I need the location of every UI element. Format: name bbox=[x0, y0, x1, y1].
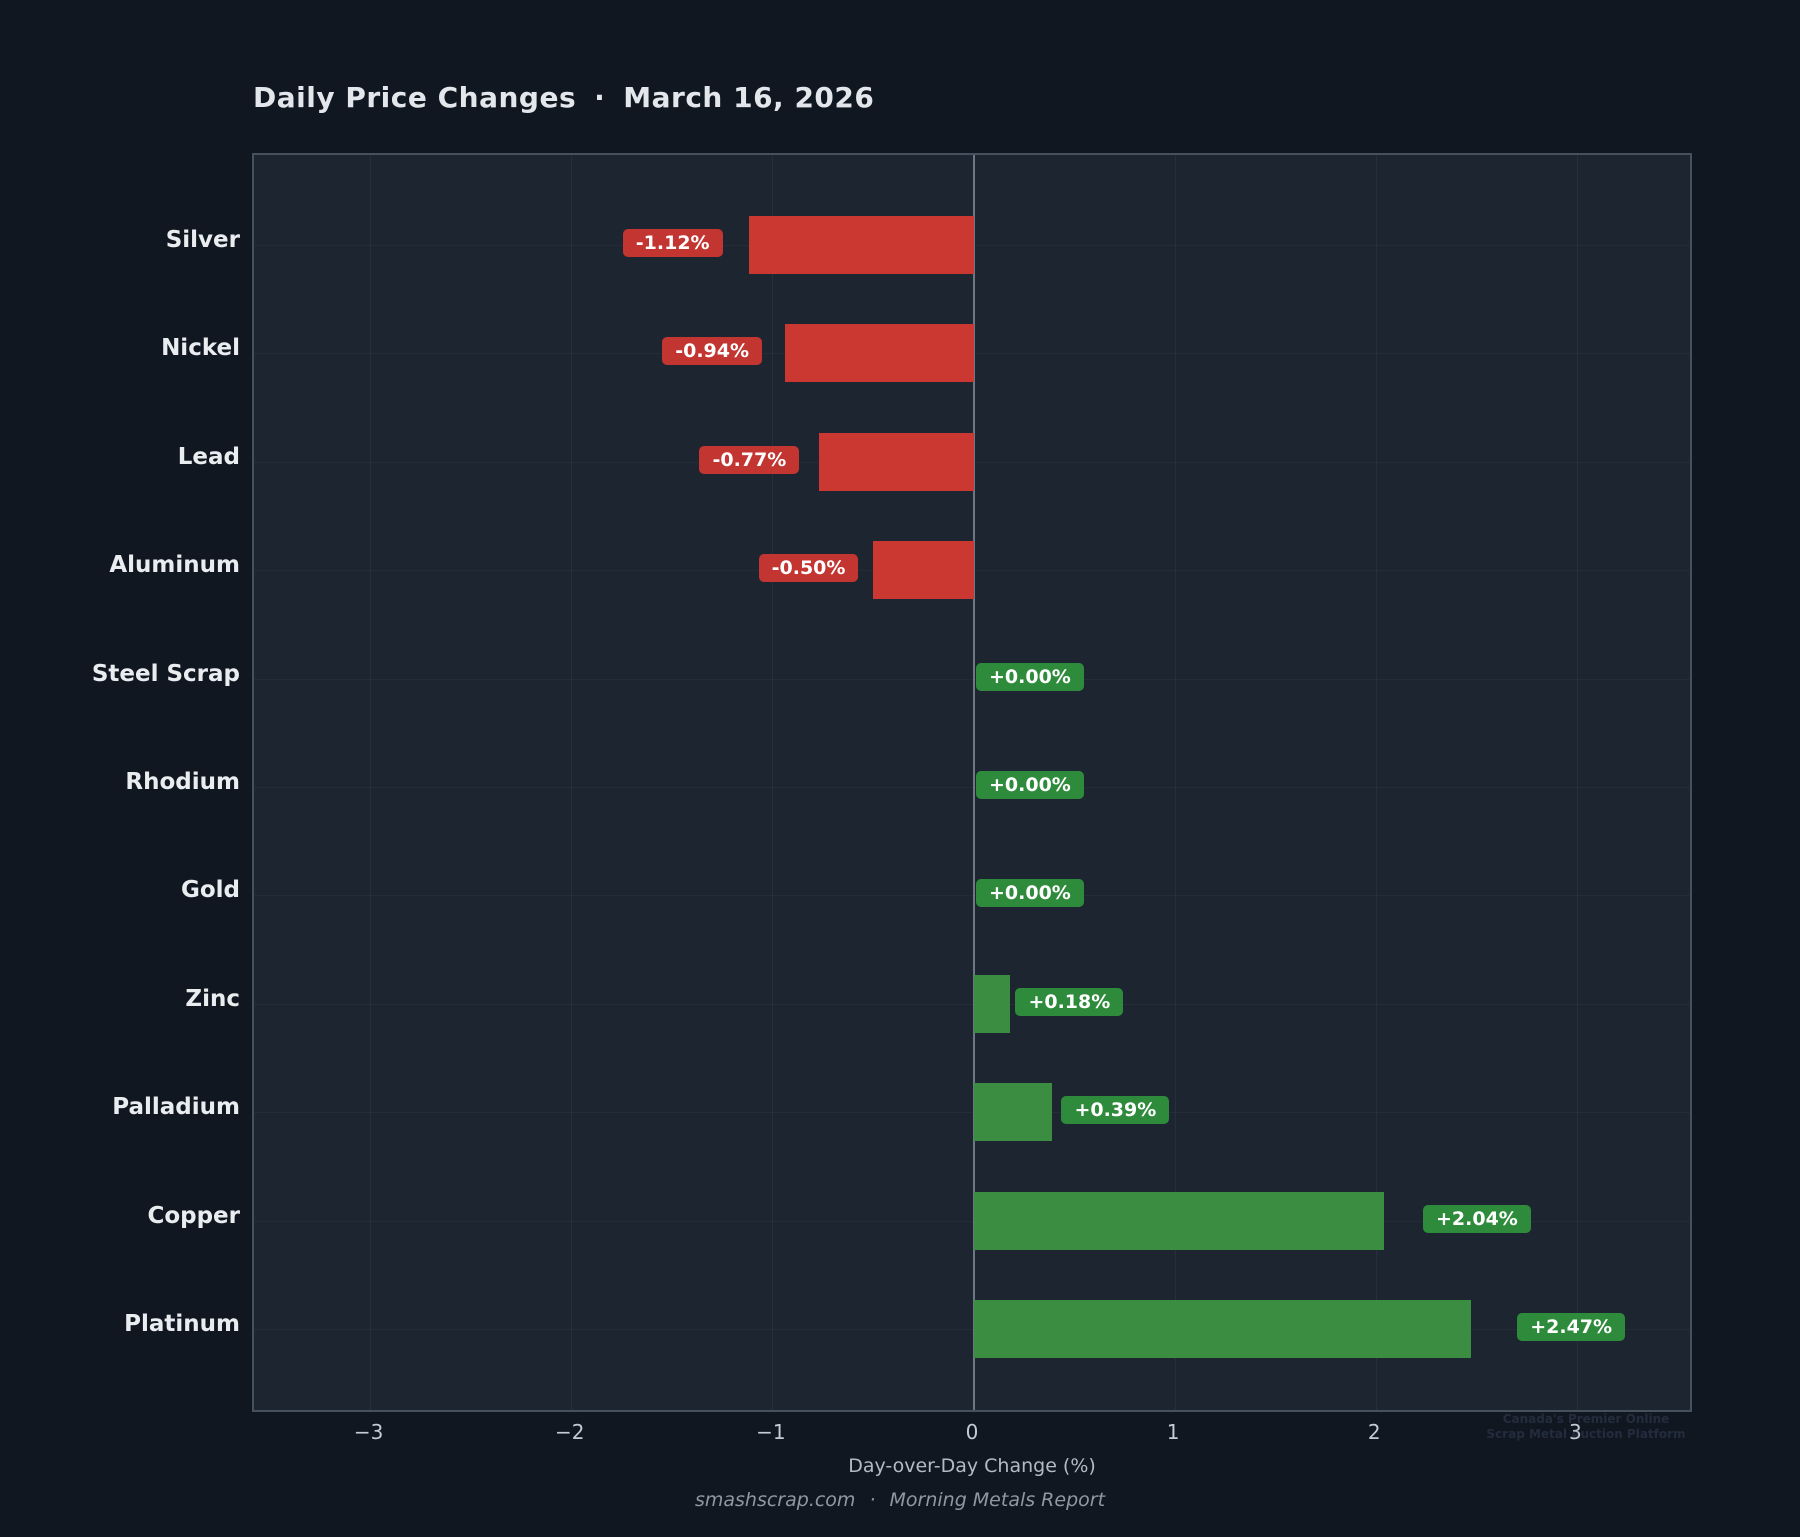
y-label-rhodium: Rhodium bbox=[125, 769, 240, 795]
y-label-palladium: Palladium bbox=[112, 1094, 240, 1121]
bar-palladium bbox=[974, 1083, 1053, 1142]
footer-separator: · bbox=[869, 1489, 876, 1511]
y-label-nickel: Nickel bbox=[161, 335, 240, 362]
value-badge-platinum: +2.47% bbox=[1517, 1313, 1626, 1341]
footer-report: Morning Metals Report bbox=[889, 1489, 1106, 1511]
h-gridline-platinum bbox=[254, 1329, 1690, 1330]
x-tick--2: −2 bbox=[555, 1420, 585, 1444]
x-axis-title: Day-over-Day Change (%) bbox=[848, 1455, 1096, 1477]
y-label-zinc: Zinc bbox=[185, 985, 240, 1012]
y-label-aluminum: Aluminum bbox=[109, 552, 240, 579]
value-badge-nickel: -0.94% bbox=[662, 337, 763, 366]
x-tick-2: 2 bbox=[1367, 1420, 1381, 1444]
bar-zinc bbox=[974, 974, 1011, 1033]
y-label-lead: Lead bbox=[177, 443, 240, 470]
chart-title: Daily Price Changes · March 16, 2026 bbox=[253, 81, 874, 114]
bar-nickel bbox=[784, 324, 974, 383]
bar-lead bbox=[819, 432, 974, 491]
v-gridline-3 bbox=[1576, 155, 1578, 1410]
x-tick--3: −3 bbox=[353, 1420, 384, 1444]
y-label-copper: Copper bbox=[147, 1202, 240, 1229]
y-label-silver: Silver bbox=[165, 227, 240, 253]
footer-site: smashscrap.com bbox=[694, 1489, 856, 1511]
v-gridline-1 bbox=[1174, 155, 1176, 1410]
h-gridline-palladium bbox=[254, 1112, 1690, 1113]
value-badge-rhodium: +0.00% bbox=[976, 771, 1084, 799]
x-tick--1: −1 bbox=[756, 1420, 786, 1444]
bar-aluminum bbox=[873, 541, 974, 600]
zero-line bbox=[973, 155, 975, 1410]
bar-copper bbox=[974, 1191, 1385, 1250]
footer: smashscrap.com · Morning Metals Report bbox=[0, 1489, 1800, 1511]
x-tick-3: 3 bbox=[1568, 1420, 1582, 1444]
value-badge-palladium: +0.39% bbox=[1061, 1096, 1170, 1125]
h-gridline-steel-scrap bbox=[254, 679, 1690, 680]
bar-silver bbox=[748, 216, 974, 274]
v-gridline--3 bbox=[370, 155, 372, 1410]
value-badge-copper: +2.04% bbox=[1422, 1204, 1531, 1233]
y-label-gold: Gold bbox=[180, 877, 240, 904]
plot-area: -1.12% -0.94% -0.77% -0.50% +0.00% +0.00% +0.0… bbox=[252, 153, 1692, 1412]
h-gridline-gold bbox=[254, 895, 1690, 896]
y-label-steel-scrap: Steel Scrap bbox=[91, 660, 240, 687]
h-gridline-rhodium bbox=[254, 787, 1690, 788]
value-badge-gold: +0.00% bbox=[976, 879, 1084, 908]
x-tick-1: 1 bbox=[1166, 1420, 1180, 1444]
x-tick-0: 0 bbox=[965, 1420, 979, 1444]
h-gridline-zinc bbox=[254, 1004, 1690, 1005]
y-label-platinum: Platinum bbox=[124, 1311, 240, 1337]
value-badge-aluminum: -0.50% bbox=[758, 554, 859, 583]
v-gridline--1 bbox=[772, 155, 774, 1410]
chart-title-text: Daily Price Changes bbox=[253, 81, 577, 114]
v-gridline--2 bbox=[571, 155, 573, 1410]
v-gridline-2 bbox=[1375, 155, 1377, 1410]
chart-title-separator: · bbox=[594, 81, 606, 114]
value-badge-lead: -0.77% bbox=[699, 445, 800, 474]
chart-title-date: March 16, 2026 bbox=[623, 81, 875, 114]
value-badge-zinc: +0.18% bbox=[1015, 987, 1124, 1016]
bar-platinum bbox=[974, 1300, 1471, 1358]
value-badge-silver: -1.12% bbox=[622, 229, 723, 257]
value-badge-steel-scrap: +0.00% bbox=[976, 662, 1084, 691]
